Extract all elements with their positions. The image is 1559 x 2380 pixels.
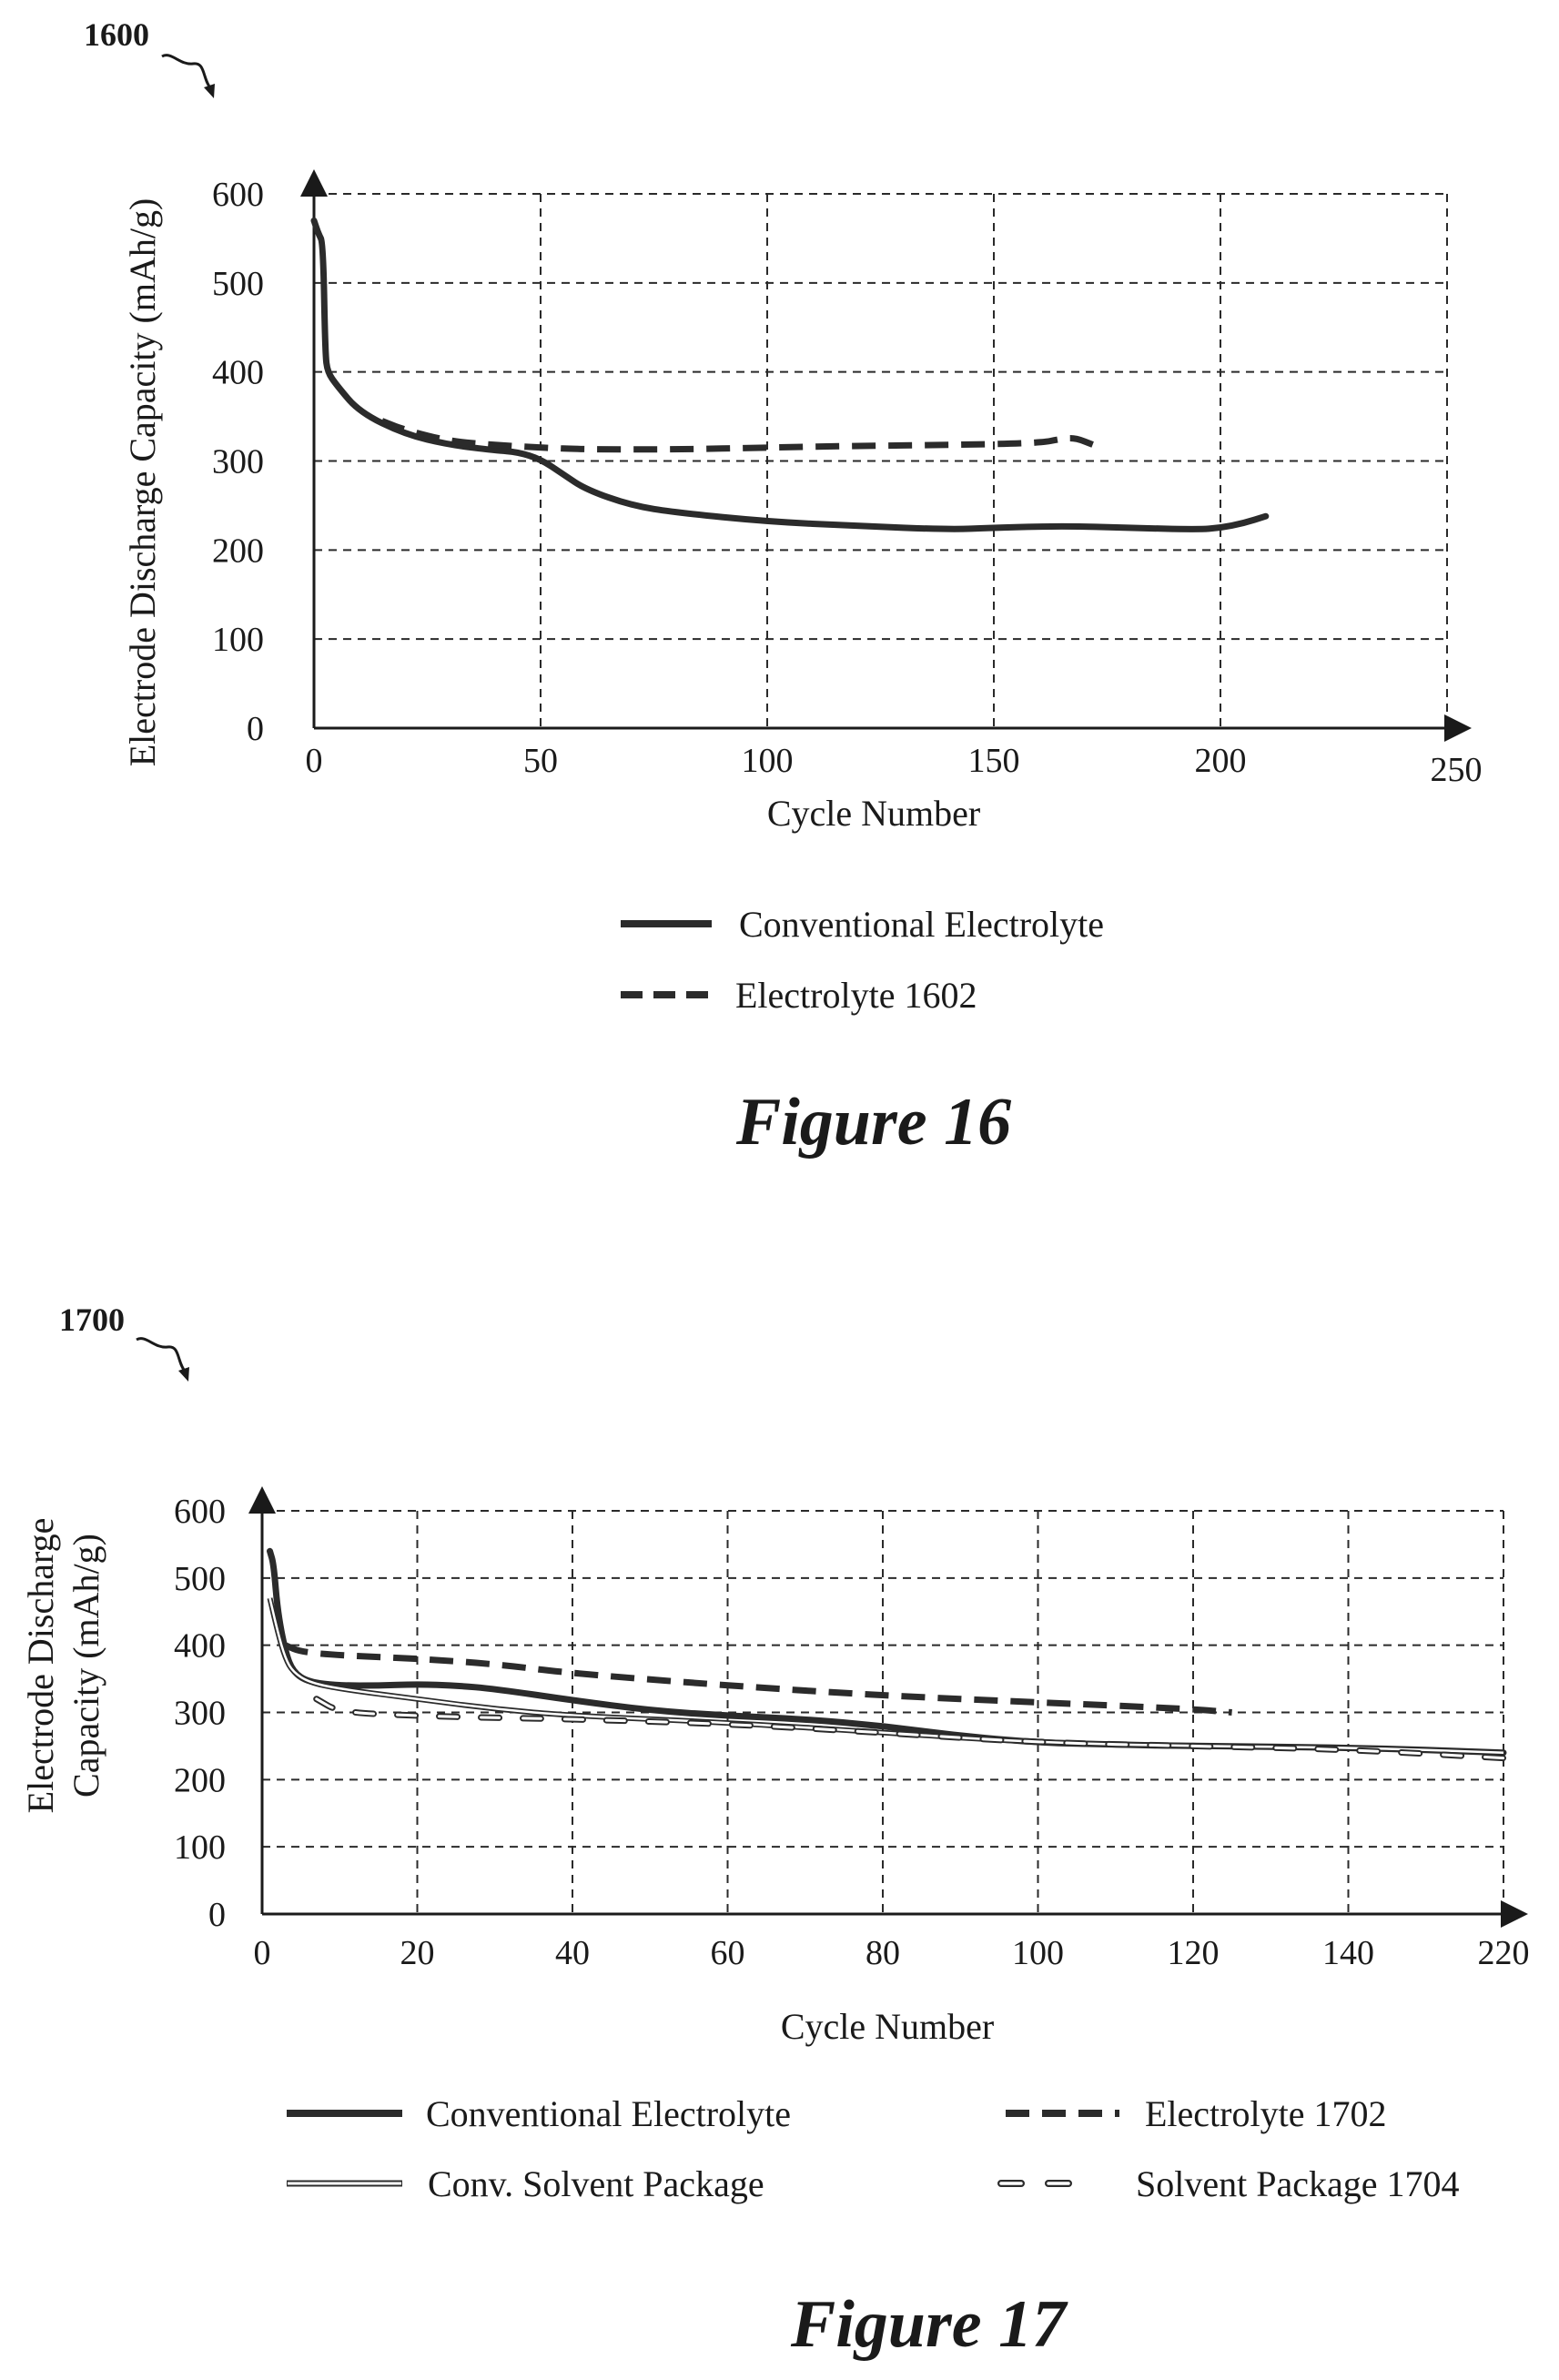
y-tick-label: 100 bbox=[174, 1828, 226, 1867]
axes bbox=[300, 169, 1472, 742]
x-tick-label: 250 bbox=[1431, 751, 1483, 789]
y-tick-label: 600 bbox=[174, 1493, 226, 1531]
x-tick-label: 100 bbox=[742, 742, 794, 780]
y-tick-label: 0 bbox=[247, 710, 264, 748]
legend-item: Electrolyte 1702 bbox=[1006, 2093, 1386, 2134]
legend-item: Conv. Solvent Package bbox=[287, 2163, 764, 2204]
y-tick-label: 200 bbox=[174, 1761, 226, 1799]
x-tick-label: 0 bbox=[254, 1934, 271, 1972]
y-tick-labels: 0 100 200 300 400 500 600 bbox=[212, 176, 264, 748]
series-electrolyte-1702 bbox=[284, 1642, 1232, 1716]
series-conventional-electrolyte bbox=[267, 1547, 1507, 1757]
x-tick-label: 50 bbox=[523, 742, 558, 780]
y-tick-label: 500 bbox=[212, 265, 264, 303]
x-tick-label: 0 bbox=[306, 742, 323, 780]
x-tick-label: 200 bbox=[1195, 742, 1247, 780]
legend-label: Conventional Electrolyte bbox=[426, 2093, 791, 2134]
figure-caption: Figure 17 bbox=[790, 2287, 1068, 2362]
x-tick-label: 120 bbox=[1168, 1934, 1220, 1972]
reference-numeral-1700: 1700 bbox=[59, 1301, 125, 1338]
x-tick-labels: 0 20 40 60 80 100 120 140 220 bbox=[254, 1934, 1530, 1972]
series-conventional-electrolyte bbox=[310, 217, 1270, 532]
x-tick-label: 220 bbox=[1478, 1934, 1530, 1972]
x-tick-label: 80 bbox=[866, 1934, 900, 1972]
reference-numeral-1600: 1600 bbox=[84, 16, 149, 53]
series-conv-solvent-package-inner bbox=[268, 1597, 1504, 1755]
data-series bbox=[310, 217, 1270, 532]
x-tick-label: 150 bbox=[968, 742, 1020, 780]
lead-arrowhead-icon bbox=[178, 1367, 189, 1382]
x-tick-label: 60 bbox=[711, 1934, 745, 1972]
y-tick-label: 400 bbox=[212, 354, 264, 392]
y-axis-title-line-1: Electrode Discharge bbox=[20, 1518, 61, 1814]
y-tick-labels: 0 100 200 300 400 500 600 bbox=[174, 1493, 226, 1934]
y-tick-label: 400 bbox=[174, 1627, 226, 1666]
x-tick-label: 20 bbox=[400, 1934, 435, 1972]
gridlines bbox=[262, 1510, 1504, 1914]
x-tick-label: 40 bbox=[555, 1934, 590, 1972]
y-tick-label: 500 bbox=[174, 1560, 226, 1598]
y-tick-label: 300 bbox=[174, 1695, 226, 1733]
legend: Conventional Electrolyte Electrolyte 160… bbox=[621, 904, 1104, 1016]
legend-item: Conventional Electrolyte bbox=[287, 2093, 791, 2134]
legend-label: Conv. Solvent Package bbox=[428, 2163, 764, 2204]
lead-line-arrow-icon bbox=[161, 54, 213, 90]
series-electrolyte-1602 bbox=[380, 418, 1095, 453]
legend-item: Electrolyte 1602 bbox=[621, 975, 977, 1016]
series-solvent-package-1704-outer bbox=[313, 1696, 1507, 1762]
x-axis-title: Cycle Number bbox=[781, 2006, 994, 2047]
y-tick-label: 600 bbox=[212, 176, 264, 214]
legend: Conventional Electrolyte Electrolyte 170… bbox=[287, 2093, 1460, 2204]
y-tick-label: 100 bbox=[212, 621, 264, 659]
figure-16: 1600 0 100 200 300 400 500 600 0 50 100 150 200 250… bbox=[84, 16, 1483, 1160]
y-axis-title-line-2: Capacity (mAh/g) bbox=[66, 1534, 106, 1798]
legend-label: Conventional Electrolyte bbox=[739, 904, 1104, 945]
x-tick-label: 100 bbox=[1012, 1934, 1064, 1972]
gridlines bbox=[314, 193, 1448, 728]
figure-17: 1700 0 100 200 300 400 500 600 0 20 40 60 80 100 120… bbox=[20, 1301, 1530, 2362]
data-series bbox=[267, 1547, 1507, 1762]
x-axis-title: Cycle Number bbox=[767, 793, 980, 834]
y-tick-label: 0 bbox=[208, 1896, 226, 1934]
y-axis-title: Electrode Discharge Capacity (mAh/g) bbox=[122, 198, 163, 767]
figure-caption: Figure 16 bbox=[735, 1085, 1011, 1160]
axes bbox=[248, 1486, 1528, 1928]
y-tick-label: 300 bbox=[212, 443, 264, 481]
x-tick-label: 140 bbox=[1322, 1934, 1374, 1972]
legend-label: Electrolyte 1702 bbox=[1145, 2093, 1386, 2134]
x-tick-labels: 0 50 100 150 200 250 bbox=[306, 742, 1483, 789]
lead-line-arrow-icon bbox=[136, 1337, 187, 1373]
legend-item: Conventional Electrolyte bbox=[621, 904, 1104, 945]
y-tick-label: 200 bbox=[212, 532, 264, 570]
legend-label: Electrolyte 1602 bbox=[735, 975, 977, 1016]
legend-label: Solvent Package 1704 bbox=[1136, 2163, 1460, 2204]
legend-item: Solvent Package 1704 bbox=[997, 2163, 1460, 2204]
lead-arrowhead-icon bbox=[204, 84, 215, 98]
